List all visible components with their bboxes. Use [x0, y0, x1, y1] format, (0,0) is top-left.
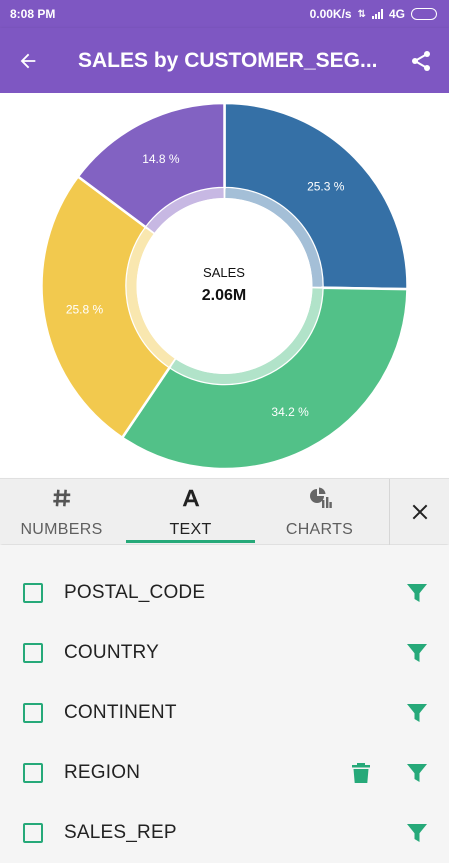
list-item[interactable]: POSTAL_CODE — [0, 563, 449, 623]
status-bar: 8:08 PM 0.00K/s ⇅ 4G — [0, 0, 449, 28]
field-label: COUNTRY — [64, 642, 159, 663]
donut-hole — [136, 198, 313, 374]
field-label: CONTINENT — [64, 702, 177, 723]
chart-center-label: SALES — [203, 265, 245, 280]
tab-numbers[interactable]: NUMBERS — [0, 479, 126, 545]
pie-slice-label: 25.3 % — [307, 179, 345, 193]
pie-slice[interactable] — [76, 101, 226, 230]
tab-label: TEXT — [169, 521, 212, 538]
list-item[interactable]: SALES_REP — [0, 803, 449, 863]
field-list: POSTAL_CODE COUNTRY CONTINENT REGION SAL… — [0, 545, 449, 863]
tab-label: CHARTS — [285, 521, 354, 538]
field-label: REGION — [64, 762, 141, 783]
pie-slice-label: 14.8 % — [142, 152, 180, 166]
pie-slice[interactable] — [223, 101, 409, 291]
trash-icon[interactable] — [351, 762, 371, 784]
signal-icon — [371, 9, 383, 19]
pie-slice-label: 34.2 % — [271, 405, 309, 419]
field-checkbox[interactable] — [23, 703, 43, 723]
page-title: SALES by CUSTOMER_SEG... — [78, 48, 378, 72]
battery-icon — [411, 8, 437, 20]
tab-charts[interactable]: CHARTS — [255, 479, 384, 545]
pie-slice-inner-ring — [146, 188, 224, 233]
donut-chart: 25.3 % 34.2 % 25.8 % 14.8 % — [40, 101, 409, 471]
filter-icon[interactable] — [405, 761, 429, 785]
field-checkbox[interactable] — [23, 643, 43, 663]
pie-slice-label: 25.8 % — [66, 303, 104, 317]
tab-text[interactable]: TEXT — [126, 479, 255, 545]
data-arrows-icon: ⇅ — [357, 8, 366, 20]
pie-slice[interactable] — [40, 174, 172, 440]
list-item[interactable]: COUNTRY — [0, 623, 449, 683]
field-label: POSTAL_CODE — [64, 582, 206, 603]
donut-chart-area: 25.3 % 34.2 % 25.8 % 14.8 % SALES 2.06M — [0, 93, 449, 478]
close-icon — [412, 504, 427, 520]
hash-icon — [51, 485, 73, 511]
status-time: 8:08 PM — [10, 7, 56, 21]
chart-icon — [308, 485, 332, 511]
filter-icon[interactable] — [405, 581, 429, 605]
close-button[interactable] — [389, 479, 449, 545]
status-indicators: 0.00K/s ⇅ 4G — [310, 7, 437, 21]
tab-label: NUMBERS — [20, 521, 103, 538]
pie-slice-inner-ring — [126, 228, 175, 367]
list-item[interactable]: REGION — [0, 743, 449, 803]
share-icon — [412, 50, 430, 71]
field-label: SALES_REP — [64, 822, 177, 843]
tab-bar: NUMBERS TEXT CHARTS — [0, 478, 449, 545]
filter-icon[interactable] — [405, 821, 429, 845]
pie-slice-inner-ring — [225, 188, 323, 287]
app-bar: SALES by CUSTOMER_SEG... — [0, 28, 449, 93]
chart-center-value: 2.06M — [201, 287, 247, 304]
network-speed: 0.00K/s — [309, 7, 352, 21]
filter-icon[interactable] — [405, 641, 429, 665]
filter-icon[interactable] — [405, 701, 429, 725]
field-checkbox[interactable] — [23, 583, 43, 603]
text-a-icon — [180, 485, 202, 511]
list-item[interactable]: CONTINENT — [0, 683, 449, 743]
share-button[interactable] — [393, 28, 449, 93]
back-button[interactable] — [0, 28, 56, 93]
network-type: 4G — [388, 7, 405, 21]
field-checkbox[interactable] — [23, 823, 43, 843]
pie-slice[interactable] — [120, 286, 409, 471]
field-checkbox[interactable] — [23, 763, 43, 783]
pie-slice-inner-ring — [170, 288, 323, 384]
arrow-left-icon — [20, 53, 36, 68]
